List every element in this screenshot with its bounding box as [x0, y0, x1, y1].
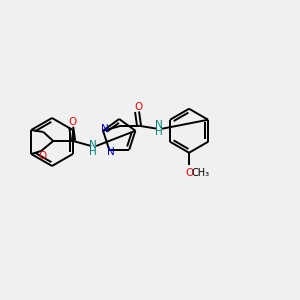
Text: N: N	[101, 124, 109, 134]
Text: O: O	[68, 117, 76, 127]
Text: O: O	[134, 102, 142, 112]
Text: O: O	[38, 151, 46, 161]
Text: N: N	[107, 147, 115, 157]
Text: O: O	[185, 168, 193, 178]
Text: H: H	[155, 127, 163, 137]
Text: N: N	[155, 120, 163, 130]
Text: H: H	[89, 147, 97, 157]
Text: N: N	[89, 140, 97, 150]
Text: CH₃: CH₃	[192, 168, 210, 178]
